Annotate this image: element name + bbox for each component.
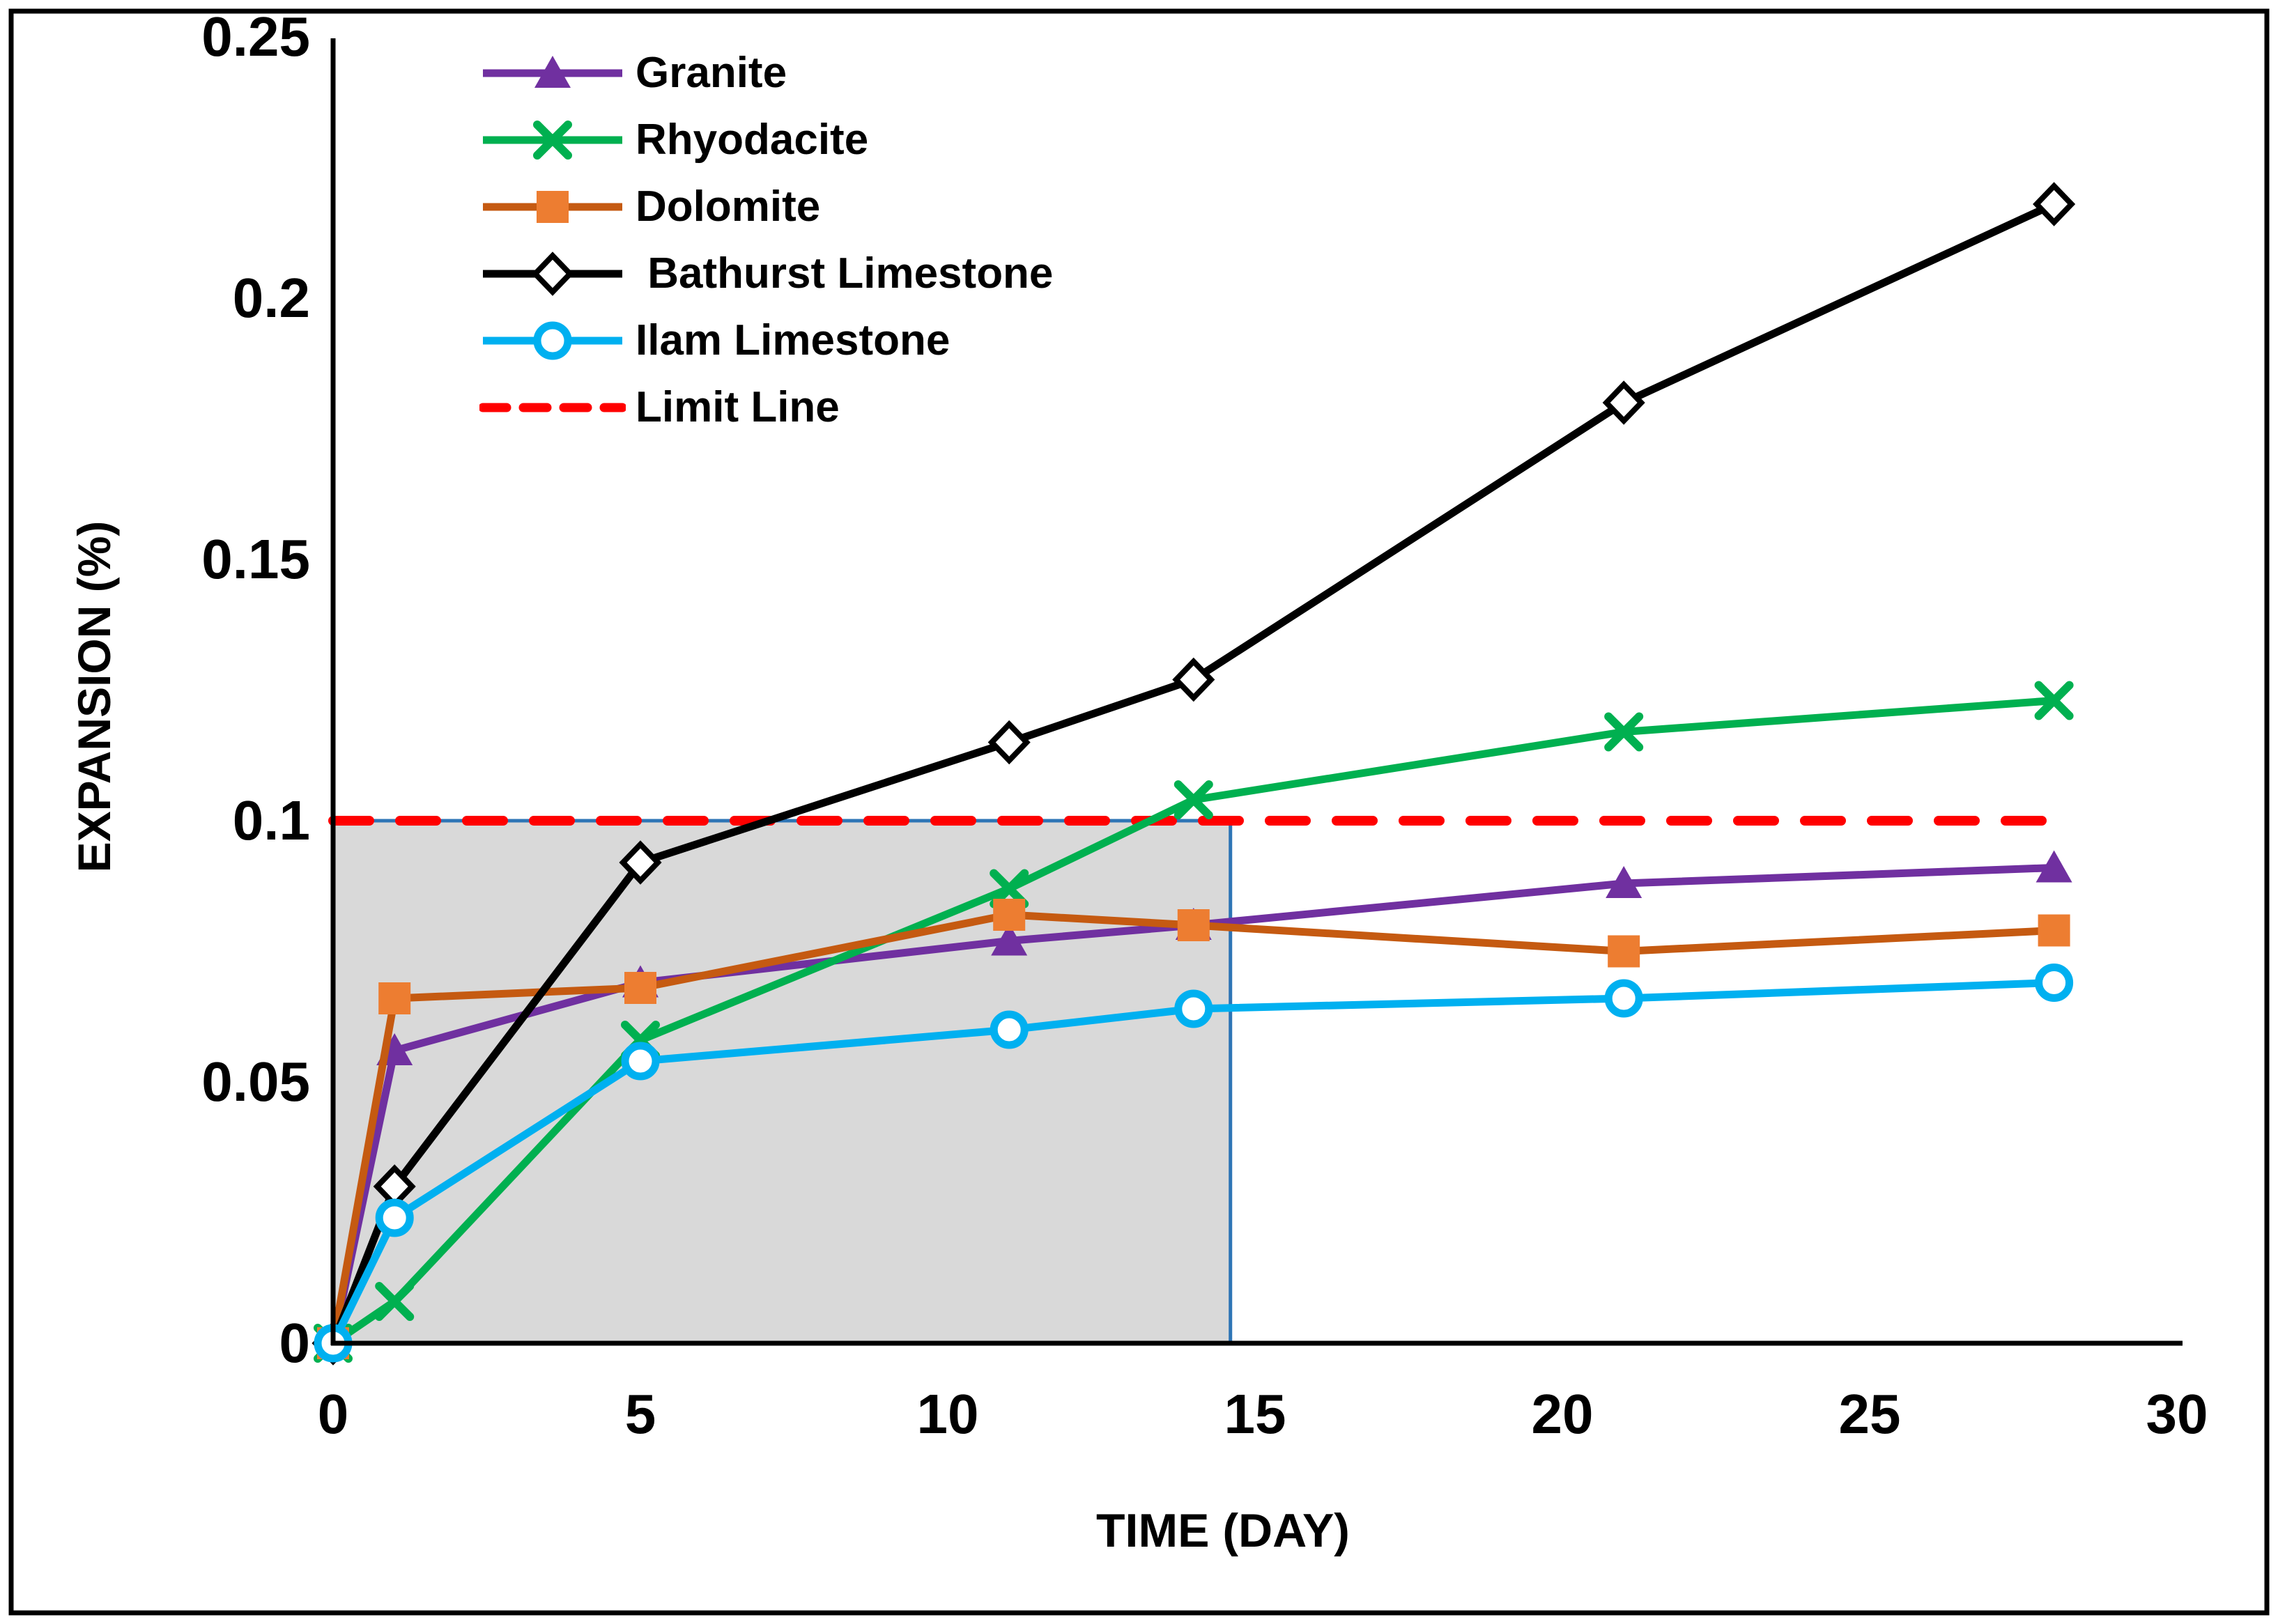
legend-label: Granite — [636, 49, 787, 97]
legend-label: Ilam Limestone — [636, 316, 951, 364]
legend: Granite Rhyodacite Dolomite Bathurst Lim… — [479, 40, 1053, 441]
legend-label: Limit Line — [636, 383, 840, 431]
legend-item-dolomite: Dolomite — [479, 173, 1053, 240]
x-tick-label: 15 — [1224, 1383, 1286, 1445]
bathurst-limestone-swatch-icon — [483, 252, 622, 296]
x-tick-label: 5 — [624, 1383, 656, 1445]
x-tick-label: 0 — [317, 1383, 349, 1445]
granite-swatch-icon — [483, 56, 622, 88]
shaded-limit-region — [331, 819, 1233, 1345]
y-axis-title: EXPANSION (%) — [68, 520, 120, 873]
dolomite-swatch-icon — [483, 191, 622, 223]
x-tick-label: 10 — [916, 1383, 979, 1445]
legend-item-granite: Granite — [479, 40, 1053, 107]
legend-item-ilam-limestone: Ilam Limestone — [479, 307, 1053, 374]
x-tick-label: 25 — [1838, 1383, 1901, 1445]
y-tick-label: 0.05 — [201, 1051, 310, 1113]
chart-outer-border — [8, 8, 2270, 1616]
legend-item-rhyodacite: Rhyodacite — [479, 107, 1053, 173]
y-tick-label: 0.1 — [232, 789, 310, 851]
legend-label: Dolomite — [636, 183, 821, 231]
legend-item-limit-line: Limit Line — [479, 374, 1053, 441]
x-tick-label: 30 — [2146, 1383, 2208, 1445]
y-tick-label: 0.2 — [232, 267, 310, 329]
x-axis-title: TIME (DAY) — [1096, 1504, 1350, 1557]
limit-line-swatch-icon — [479, 403, 626, 412]
legend-label: Bathurst Limestone — [636, 249, 1054, 297]
series-dolomite — [317, 899, 2070, 1359]
y-tick-label: 0 — [279, 1312, 311, 1374]
series-ilam-limestone — [314, 964, 2074, 1363]
y-tick-label: 0.25 — [201, 6, 310, 68]
y-tick-label: 0.15 — [201, 528, 310, 590]
x-tick-label: 20 — [1531, 1383, 1594, 1445]
ilam-limestone-swatch-icon — [483, 321, 622, 360]
legend-label: Rhyodacite — [636, 116, 869, 164]
rhyodacite-swatch-icon — [483, 121, 622, 160]
legend-item-bathurst-limestone: Bathurst Limestone — [479, 240, 1053, 307]
